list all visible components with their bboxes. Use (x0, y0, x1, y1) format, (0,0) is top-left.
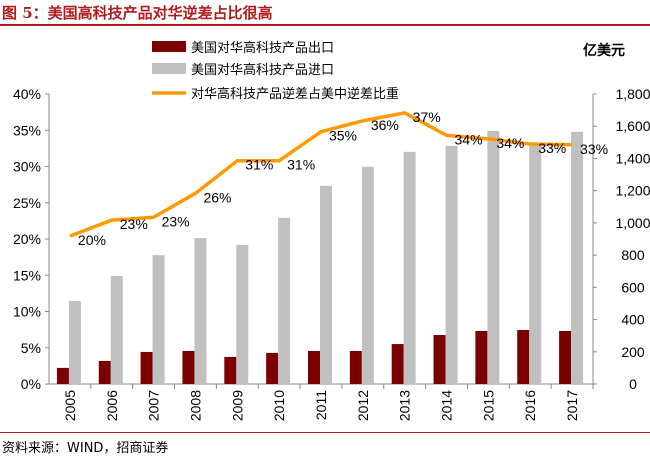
x-tick-label: 2006 (104, 390, 120, 421)
import-bar (403, 151, 416, 384)
export-bar (475, 330, 488, 384)
left-tick-label: 20% (13, 231, 41, 247)
export-bar (349, 350, 362, 384)
x-tick-label: 2007 (146, 390, 162, 421)
x-tick-label: 2015 (480, 390, 496, 421)
x-tick-label: 2017 (564, 390, 580, 421)
ratio-data-label: 23% (120, 216, 148, 232)
import-bar (194, 238, 207, 384)
right-tick-label: 400 (621, 312, 645, 328)
ratio-data-label: 20% (78, 232, 106, 248)
right-tick-label: 1,800 (615, 86, 650, 102)
left-tick-label: 15% (13, 267, 41, 283)
export-bar (140, 351, 153, 384)
import-bar (278, 217, 291, 384)
left-tick-label: 35% (13, 122, 41, 138)
left-tick-label: 10% (13, 304, 41, 320)
right-tick-label: 0 (629, 376, 637, 392)
footer-divider (0, 432, 650, 433)
left-tick-label: 25% (13, 195, 41, 211)
import-bar (361, 166, 374, 384)
x-tick-label: 2005 (62, 390, 78, 421)
ratio-data-label: 31% (287, 157, 315, 173)
export-bar (308, 350, 320, 384)
x-tick-label: 2011 (313, 390, 329, 420)
right-tick-label: 1,400 (615, 150, 650, 166)
import-bar (445, 145, 458, 384)
x-tick-label: 2012 (355, 390, 371, 421)
left-tick-label: 40% (13, 86, 41, 102)
legend-label-ratio: 对华高科技产品逆差占美中逆差比重 (191, 86, 399, 101)
export-bar (224, 356, 237, 384)
left-tick-label: 0% (21, 376, 41, 392)
x-tick-label: 2010 (271, 390, 287, 421)
x-tick-label: 2014 (439, 390, 455, 421)
legend-label-export: 美国对华高科技产品出口 (191, 40, 334, 55)
import-bar (110, 276, 123, 384)
x-tick-label: 2016 (522, 390, 538, 421)
ratio-data-label: 23% (162, 213, 190, 229)
legend-swatch-import (152, 63, 186, 74)
ratio-data-label: 36% (371, 117, 399, 133)
import-bar (571, 131, 584, 384)
export-bar (182, 350, 195, 384)
x-tick-label: 2009 (229, 390, 245, 421)
right-tick-label: 200 (621, 344, 645, 360)
ratio-line (69, 111, 573, 238)
right-tick-label: 1,000 (615, 215, 650, 231)
chart: 0% 5% 10% 15% 20% 25% 30% 35% 40% 0 200 400 600 800 1,… (13, 40, 650, 421)
ratio-data-label: 31% (245, 157, 273, 173)
x-tick-label: 2008 (187, 390, 203, 421)
export-bar (559, 330, 572, 384)
export-bar (98, 360, 111, 384)
legend-swatch-export (152, 41, 186, 52)
ratio-data-label: 37% (413, 109, 441, 125)
import-bar (152, 255, 165, 384)
export-bar (517, 330, 530, 384)
import-bar (529, 144, 542, 384)
import-bar (320, 185, 332, 384)
right-axis-unit: 亿美元 (583, 42, 625, 58)
left-tick-label: 30% (13, 159, 41, 175)
export-bar (391, 344, 404, 384)
right-tick-label: 800 (621, 247, 645, 263)
ratio-data-label: 33% (580, 141, 608, 157)
export-bar (266, 352, 279, 384)
right-tick-label: 1,200 (615, 183, 650, 199)
import-bar (236, 244, 249, 384)
left-tick-label: 5% (21, 340, 41, 356)
legend-label-import: 美国对华高科技产品进口 (191, 62, 334, 77)
ratio-data-label: 34% (496, 135, 524, 151)
export-bar (433, 335, 446, 384)
import-bar (487, 130, 500, 384)
ratio-data-label: 34% (455, 131, 483, 147)
title-divider (0, 24, 650, 26)
import-bar (68, 301, 81, 384)
right-tick-label: 600 (621, 279, 645, 295)
x-tick-label: 2013 (397, 390, 413, 421)
ratio-data-label: 26% (203, 189, 231, 205)
source-note: 资料来源：WIND，招商证券 (2, 441, 169, 456)
right-tick-label: 1,600 (615, 118, 650, 134)
export-bar (56, 367, 69, 384)
figure-title: 图 5：美国高科技产品对华逆差占比很高 (2, 4, 273, 22)
ratio-data-label: 33% (538, 140, 566, 156)
ratio-data-label: 35% (329, 128, 357, 144)
